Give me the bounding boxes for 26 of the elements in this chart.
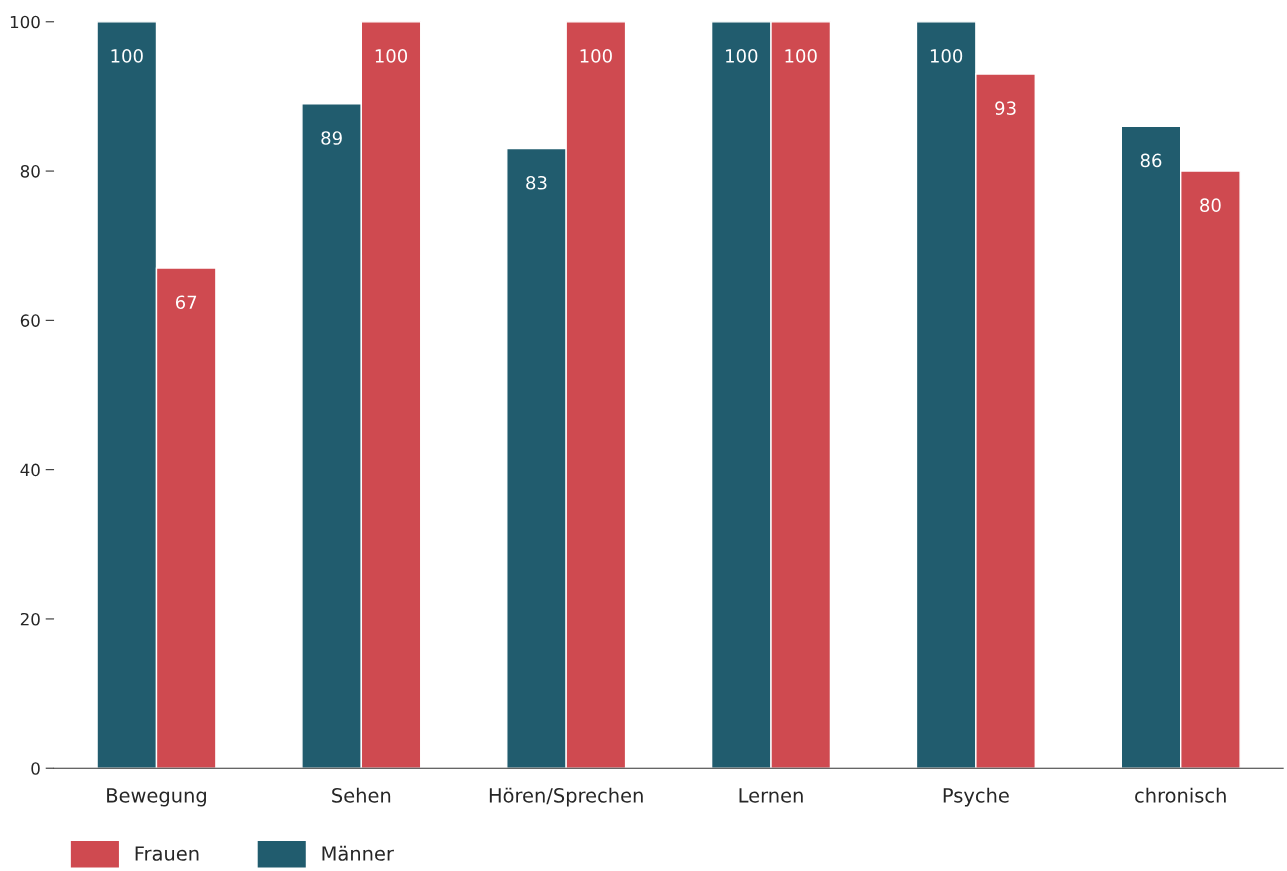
y-tick-label: 80 bbox=[20, 165, 40, 178]
y-tick-label: 60 bbox=[20, 314, 40, 327]
data-label: 86 bbox=[1140, 153, 1162, 168]
y-tick-label: 0 bbox=[31, 762, 40, 775]
data-label: 83 bbox=[526, 175, 547, 190]
x-tick-label: chronisch bbox=[1135, 787, 1226, 803]
y-tick-label: 20 bbox=[20, 612, 40, 626]
data-label: 100 bbox=[726, 49, 758, 63]
x-tick-label: Bewegung bbox=[107, 788, 206, 807]
legend-label: Frauen bbox=[135, 846, 199, 861]
data-label: 67 bbox=[175, 295, 197, 310]
data-label: 93 bbox=[995, 101, 1016, 115]
legend-label: Männer bbox=[322, 845, 394, 861]
data-label: 100 bbox=[580, 49, 612, 63]
x-tick-label: Sehen bbox=[332, 787, 391, 803]
y-tick-label: 40 bbox=[20, 463, 40, 477]
data-label: 100 bbox=[375, 49, 408, 63]
y-tick-label: 100 bbox=[10, 15, 40, 29]
data-label: 89 bbox=[321, 131, 342, 145]
x-tick-label: Hören/Sprechen bbox=[489, 787, 643, 807]
data-label: 100 bbox=[785, 49, 817, 63]
data-label: 80 bbox=[1200, 198, 1221, 213]
data-label: 100 bbox=[111, 49, 143, 63]
data-label: 100 bbox=[930, 49, 963, 63]
x-tick-label: Lernen bbox=[739, 788, 803, 803]
x-tick-label: Psyche bbox=[943, 787, 1009, 807]
